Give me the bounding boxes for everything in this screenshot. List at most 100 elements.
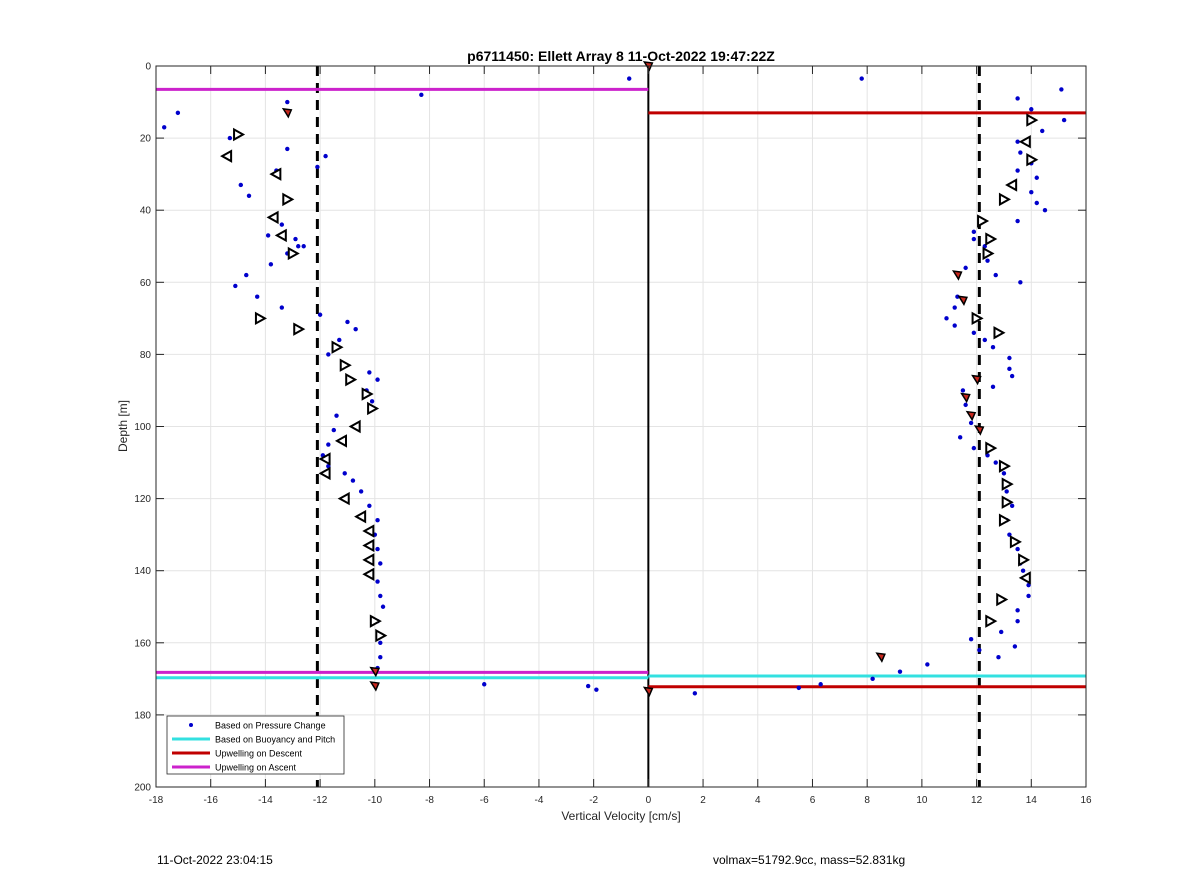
pressure-point: [796, 685, 801, 691]
pressure-point: [1018, 150, 1023, 155]
right-triangle-marker: [233, 127, 246, 142]
pressure-point: [482, 682, 487, 687]
pressure-point: [1034, 200, 1039, 206]
left-triangle-marker: [318, 466, 331, 481]
pressure-point: [326, 352, 331, 357]
pressure-point: [378, 640, 383, 645]
pressure-point: [944, 316, 949, 321]
pressure-point: [334, 413, 339, 418]
pressure-point: [627, 76, 632, 81]
red-marker: [369, 681, 380, 692]
pressure-point: [317, 312, 323, 317]
left-triangle-marker: [266, 210, 279, 225]
x-tick-label: 10: [916, 795, 928, 806]
pressure-point: [957, 435, 963, 440]
legend: Based on Pressure Change Based on Buoyanc…: [166, 715, 345, 775]
right-triangle-marker: [293, 322, 306, 336]
right-triangle-marker: [985, 441, 998, 455]
footer-timestamp: 11-Oct-2022 23:04:15: [157, 853, 273, 867]
pressure-point: [1009, 503, 1015, 509]
axes: [155, 65, 1087, 788]
left-triangle-marker: [269, 167, 282, 181]
legend-box: [166, 715, 345, 775]
y-tick-label: 160: [134, 638, 151, 649]
y-tick-label: 0: [145, 62, 151, 73]
pressure-point: [985, 258, 990, 263]
pressure-point: [1026, 593, 1031, 599]
left-triangle-marker: [362, 538, 375, 553]
pressure-point: [367, 370, 372, 375]
pressure-point: [952, 323, 957, 328]
pressure-point: [255, 294, 260, 299]
right-triangle-marker: [1026, 113, 1039, 127]
pressure-point: [963, 265, 968, 271]
right-triangle-marker: [375, 628, 388, 643]
pressure-point: [859, 76, 864, 81]
x-axis-label: Vertical Velocity [cm/s]: [561, 809, 680, 823]
pressure-point: [1059, 87, 1064, 92]
pressure-point: [585, 683, 591, 689]
upwelling-lines: [156, 87, 1086, 689]
pressure-point: [1015, 139, 1020, 144]
pressure-point: [326, 463, 331, 469]
pressure-point: [993, 272, 998, 278]
red-marker: [951, 270, 963, 281]
pressure-point: [345, 319, 350, 325]
legend-label: Based on Buoyancy and Pitch: [215, 735, 335, 745]
left-triangle-marker: [1018, 135, 1031, 149]
y-tick-label: 20: [140, 134, 152, 145]
pressure-point: [692, 691, 698, 696]
pressure-point: [1040, 128, 1045, 134]
pressure-point: [279, 222, 285, 227]
x-tick-label: -10: [368, 795, 383, 806]
pressure-point: [293, 236, 298, 242]
x-tick-label: 2: [700, 795, 706, 806]
pressure-point: [818, 682, 823, 687]
left-triangle-marker: [334, 434, 347, 448]
right-triangle-marker: [282, 192, 295, 207]
left-triangle-marker: [1018, 571, 1031, 585]
pressure-point: [925, 662, 930, 667]
right-triangle-marker: [361, 387, 374, 401]
pressure-point: [990, 384, 996, 390]
right-triangle-marker: [985, 614, 998, 628]
pressure-point: [870, 676, 875, 682]
pressure-point: [1007, 355, 1012, 361]
pressure-point: [375, 377, 380, 382]
right-triangle-marker: [977, 214, 990, 228]
pressure-point: [1042, 208, 1048, 213]
red-marker: [973, 425, 985, 436]
pressure-point: [323, 153, 328, 159]
legend-swatch-dot: [189, 723, 193, 727]
x-tick-label: -16: [203, 795, 218, 806]
pressure-point: [977, 647, 982, 653]
pressure-point: [244, 272, 249, 278]
y-tick-label: 120: [134, 494, 151, 505]
y-tick-label: 80: [140, 350, 152, 361]
y-tick-label: 60: [140, 278, 152, 289]
right-triangle-marker: [998, 513, 1012, 527]
pressure-point: [960, 388, 966, 393]
right-triangle-marker: [1001, 495, 1014, 509]
right-triangle-marker: [339, 358, 352, 372]
pressure-point: [1018, 280, 1023, 285]
red-marker: [965, 410, 977, 422]
right-triangle-marker: [345, 372, 358, 387]
pressure-point: [897, 669, 903, 674]
pressure-point: [968, 420, 974, 426]
red-marker: [957, 295, 968, 306]
right-triangle-marker: [1009, 535, 1022, 549]
pressure-point: [380, 604, 386, 609]
triangle-markers: [220, 113, 1039, 643]
pressure-point: [326, 442, 331, 447]
x-tick-label: -6: [480, 795, 489, 806]
pressure-point: [968, 636, 974, 642]
pressure-point: [1004, 489, 1009, 494]
pressure-point: [279, 305, 285, 310]
right-triangle-marker: [254, 311, 268, 326]
pressure-point: [1009, 373, 1015, 379]
left-triangle-marker: [318, 452, 331, 466]
red-marker: [281, 107, 293, 119]
left-triangle-marker: [362, 553, 375, 567]
x-tick-label: -18: [149, 795, 164, 806]
